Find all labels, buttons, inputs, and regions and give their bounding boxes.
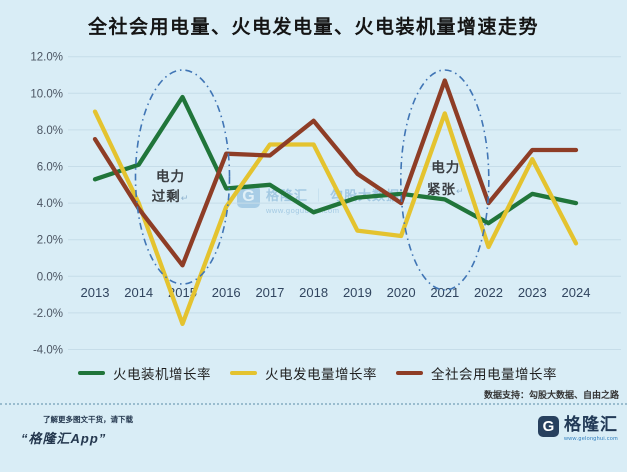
legend-item-installed-capacity: 火电装机增长率 — [78, 363, 211, 383]
legend-label: 火电装机增长率 — [113, 367, 211, 382]
series-line — [92, 109, 579, 327]
gelonghui-brand-name: 格隆汇 — [564, 415, 618, 434]
annotation-ellipse — [399, 69, 490, 291]
x-axis-tick-label: 2013 — [81, 285, 110, 300]
gelonghui-logo-icon: G — [538, 416, 559, 437]
x-axis-tick-label: 2023 — [518, 285, 547, 300]
y-axis-tick-label: 6.0% — [37, 162, 63, 174]
legend-label: 全社会用电量增长率 — [431, 367, 557, 382]
x-axis-tick-label: 2020 — [387, 285, 416, 300]
y-axis-tick-label: 2.0% — [37, 235, 63, 247]
footer-divider — [0, 403, 627, 405]
x-axis-tick-label: 2019 — [343, 285, 372, 300]
annotation-ellipse — [134, 69, 231, 285]
series-line — [92, 78, 579, 268]
x-axis-tick-label: 2022 — [474, 285, 503, 300]
footer-app-name: “格隆汇App” — [21, 431, 107, 446]
legend-label: 火电发电量增长率 — [265, 367, 377, 382]
watermark-divider: ｜ — [312, 188, 327, 203]
legend-swatch-yellow-line — [230, 370, 257, 376]
return-mark-icon: ↵ — [181, 193, 190, 203]
y-axis-tick-label: -2.0% — [33, 308, 63, 320]
x-axis-tick-label: 2024 — [562, 285, 591, 300]
x-axis-tick-label: 2014 — [124, 285, 153, 300]
y-axis-tick-label: 8.0% — [37, 125, 63, 137]
trend-line-chart: 12.0% 10.0% 8.0% 6.0% 4.0% 2.0% 0.0% -2.0% -4.0%… — [30, 52, 621, 357]
y-axis-tick-label: 12.0% — [30, 52, 63, 64]
y-axis-tick-label: 0.0% — [37, 271, 63, 283]
footer-promo-text: 了解更多图文干货，请下载 — [43, 415, 133, 424]
chart-legend: 火电装机增长率 火电发电量增长率 全社会用电量增长率 — [78, 363, 557, 383]
gelonghui-brand: G 格隆汇 www.gelonghui.com — [538, 415, 619, 442]
data-support-note: 数据支持：勾股大数据、自由之路 — [483, 390, 619, 400]
y-axis-tick-label: 4.0% — [37, 198, 63, 210]
return-mark-icon: ↵ — [456, 186, 465, 196]
x-axis-tick-label: 2018 — [299, 285, 328, 300]
gogudata-logo-icon: G — [237, 185, 260, 208]
annotation-label: 紧张↵ — [427, 182, 465, 197]
annotation-label: 电力 — [431, 159, 460, 175]
chart-title: 全社会用电量、火电发电量、火电装机量增速走势 — [87, 17, 539, 38]
y-axis-tick-label: 10.0% — [30, 88, 63, 100]
legend-swatch-brown-line — [396, 370, 423, 376]
y-axis-tick-label: -4.0% — [33, 345, 63, 357]
annotation-label: 过剩↵ — [152, 188, 190, 204]
legend-item-consumption: 全社会用电量增长率 — [396, 363, 557, 383]
watermark-url: www.gogudata.com — [266, 206, 340, 215]
series-line — [92, 94, 579, 226]
legend-item-generation: 火电发电量增长率 — [230, 363, 377, 383]
x-axis-tick-label: 2016 — [212, 285, 241, 300]
x-axis-tick-label: 2017 — [255, 285, 284, 300]
x-axis-tick-label: 2015 — [168, 285, 197, 300]
legend-swatch-green-line — [78, 370, 105, 376]
gelonghui-brand-url: www.gelonghui.com — [564, 435, 619, 442]
annotation-label: 电力 — [156, 168, 185, 184]
